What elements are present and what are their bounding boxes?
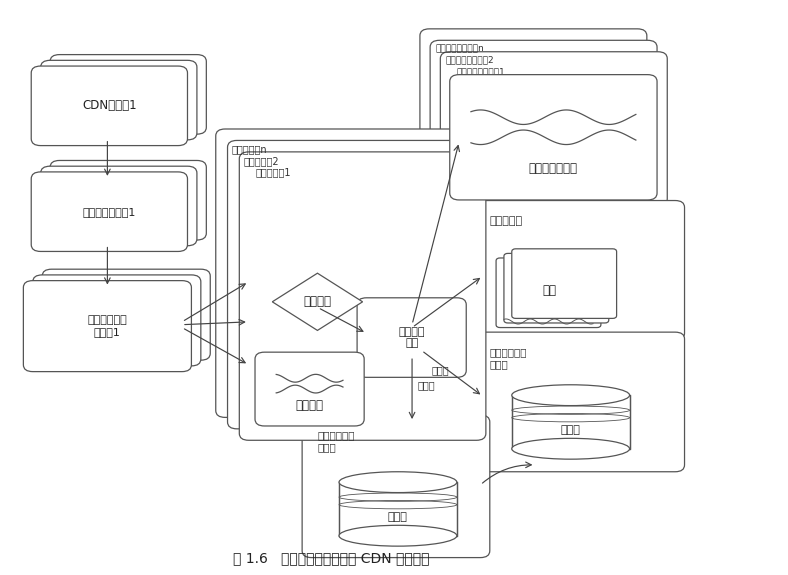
Bar bbox=[511, 395, 630, 448]
FancyBboxPatch shape bbox=[32, 66, 188, 145]
FancyBboxPatch shape bbox=[474, 201, 685, 340]
Text: 数据库: 数据库 bbox=[561, 425, 581, 435]
Text: 读操作: 读操作 bbox=[418, 380, 435, 390]
FancyBboxPatch shape bbox=[32, 172, 188, 251]
Text: 应用服务器2: 应用服务器2 bbox=[243, 156, 279, 166]
Text: 分布式缓存服务器1: 分布式缓存服务器1 bbox=[456, 67, 505, 76]
FancyBboxPatch shape bbox=[41, 60, 197, 140]
Polygon shape bbox=[273, 273, 362, 331]
Bar bbox=[339, 482, 457, 536]
Text: 分布式缓存服务器2: 分布式缓存服务器2 bbox=[446, 56, 494, 65]
FancyBboxPatch shape bbox=[216, 129, 463, 417]
FancyBboxPatch shape bbox=[255, 352, 364, 426]
FancyBboxPatch shape bbox=[420, 29, 647, 183]
Ellipse shape bbox=[339, 472, 457, 493]
FancyBboxPatch shape bbox=[43, 269, 210, 360]
Text: 本地缓存: 本地缓存 bbox=[296, 400, 324, 412]
Text: 数据库服务器
（从）: 数据库服务器 （从） bbox=[318, 431, 355, 452]
Text: 远程分布式缓存: 远程分布式缓存 bbox=[529, 162, 578, 175]
Text: 写操作: 写操作 bbox=[432, 366, 449, 375]
Text: CDN服务器1: CDN服务器1 bbox=[82, 99, 136, 112]
FancyBboxPatch shape bbox=[450, 75, 657, 200]
Text: 文件服务器: 文件服务器 bbox=[489, 216, 522, 226]
Text: 数据库服务器
（主）: 数据库服务器 （主） bbox=[489, 347, 526, 369]
FancyBboxPatch shape bbox=[430, 40, 657, 194]
FancyBboxPatch shape bbox=[474, 332, 685, 472]
Ellipse shape bbox=[511, 438, 630, 459]
Bar bbox=[511, 395, 630, 448]
FancyBboxPatch shape bbox=[496, 258, 601, 328]
FancyBboxPatch shape bbox=[24, 281, 191, 371]
FancyBboxPatch shape bbox=[33, 275, 201, 366]
FancyBboxPatch shape bbox=[357, 298, 466, 377]
Text: 应用程序: 应用程序 bbox=[303, 296, 332, 308]
Text: 应用服务器1: 应用服务器1 bbox=[255, 167, 291, 177]
FancyBboxPatch shape bbox=[228, 140, 474, 429]
FancyBboxPatch shape bbox=[440, 52, 667, 206]
FancyBboxPatch shape bbox=[504, 254, 609, 323]
Text: 数据库: 数据库 bbox=[388, 512, 408, 522]
Text: 图 1.6   网站使用反向代理和 CDN 加速访问: 图 1.6 网站使用反向代理和 CDN 加速访问 bbox=[233, 551, 429, 565]
Bar bbox=[339, 482, 457, 536]
Text: 反向代理服务器1: 反向代理服务器1 bbox=[83, 206, 136, 217]
FancyBboxPatch shape bbox=[41, 166, 197, 246]
Ellipse shape bbox=[511, 385, 630, 405]
Text: 负载均衡调度
服务器1: 负载均衡调度 服务器1 bbox=[87, 315, 128, 337]
FancyBboxPatch shape bbox=[50, 55, 206, 134]
Ellipse shape bbox=[339, 526, 457, 546]
Text: 数据访问
模块: 数据访问 模块 bbox=[399, 327, 425, 348]
Text: 文件: 文件 bbox=[542, 285, 556, 297]
FancyBboxPatch shape bbox=[302, 415, 490, 558]
FancyBboxPatch shape bbox=[50, 160, 206, 240]
FancyBboxPatch shape bbox=[511, 249, 617, 319]
FancyBboxPatch shape bbox=[240, 152, 486, 440]
Text: 应用服务器n: 应用服务器n bbox=[232, 144, 267, 155]
Text: 分布式缓存服务器n: 分布式缓存服务器n bbox=[436, 44, 485, 53]
